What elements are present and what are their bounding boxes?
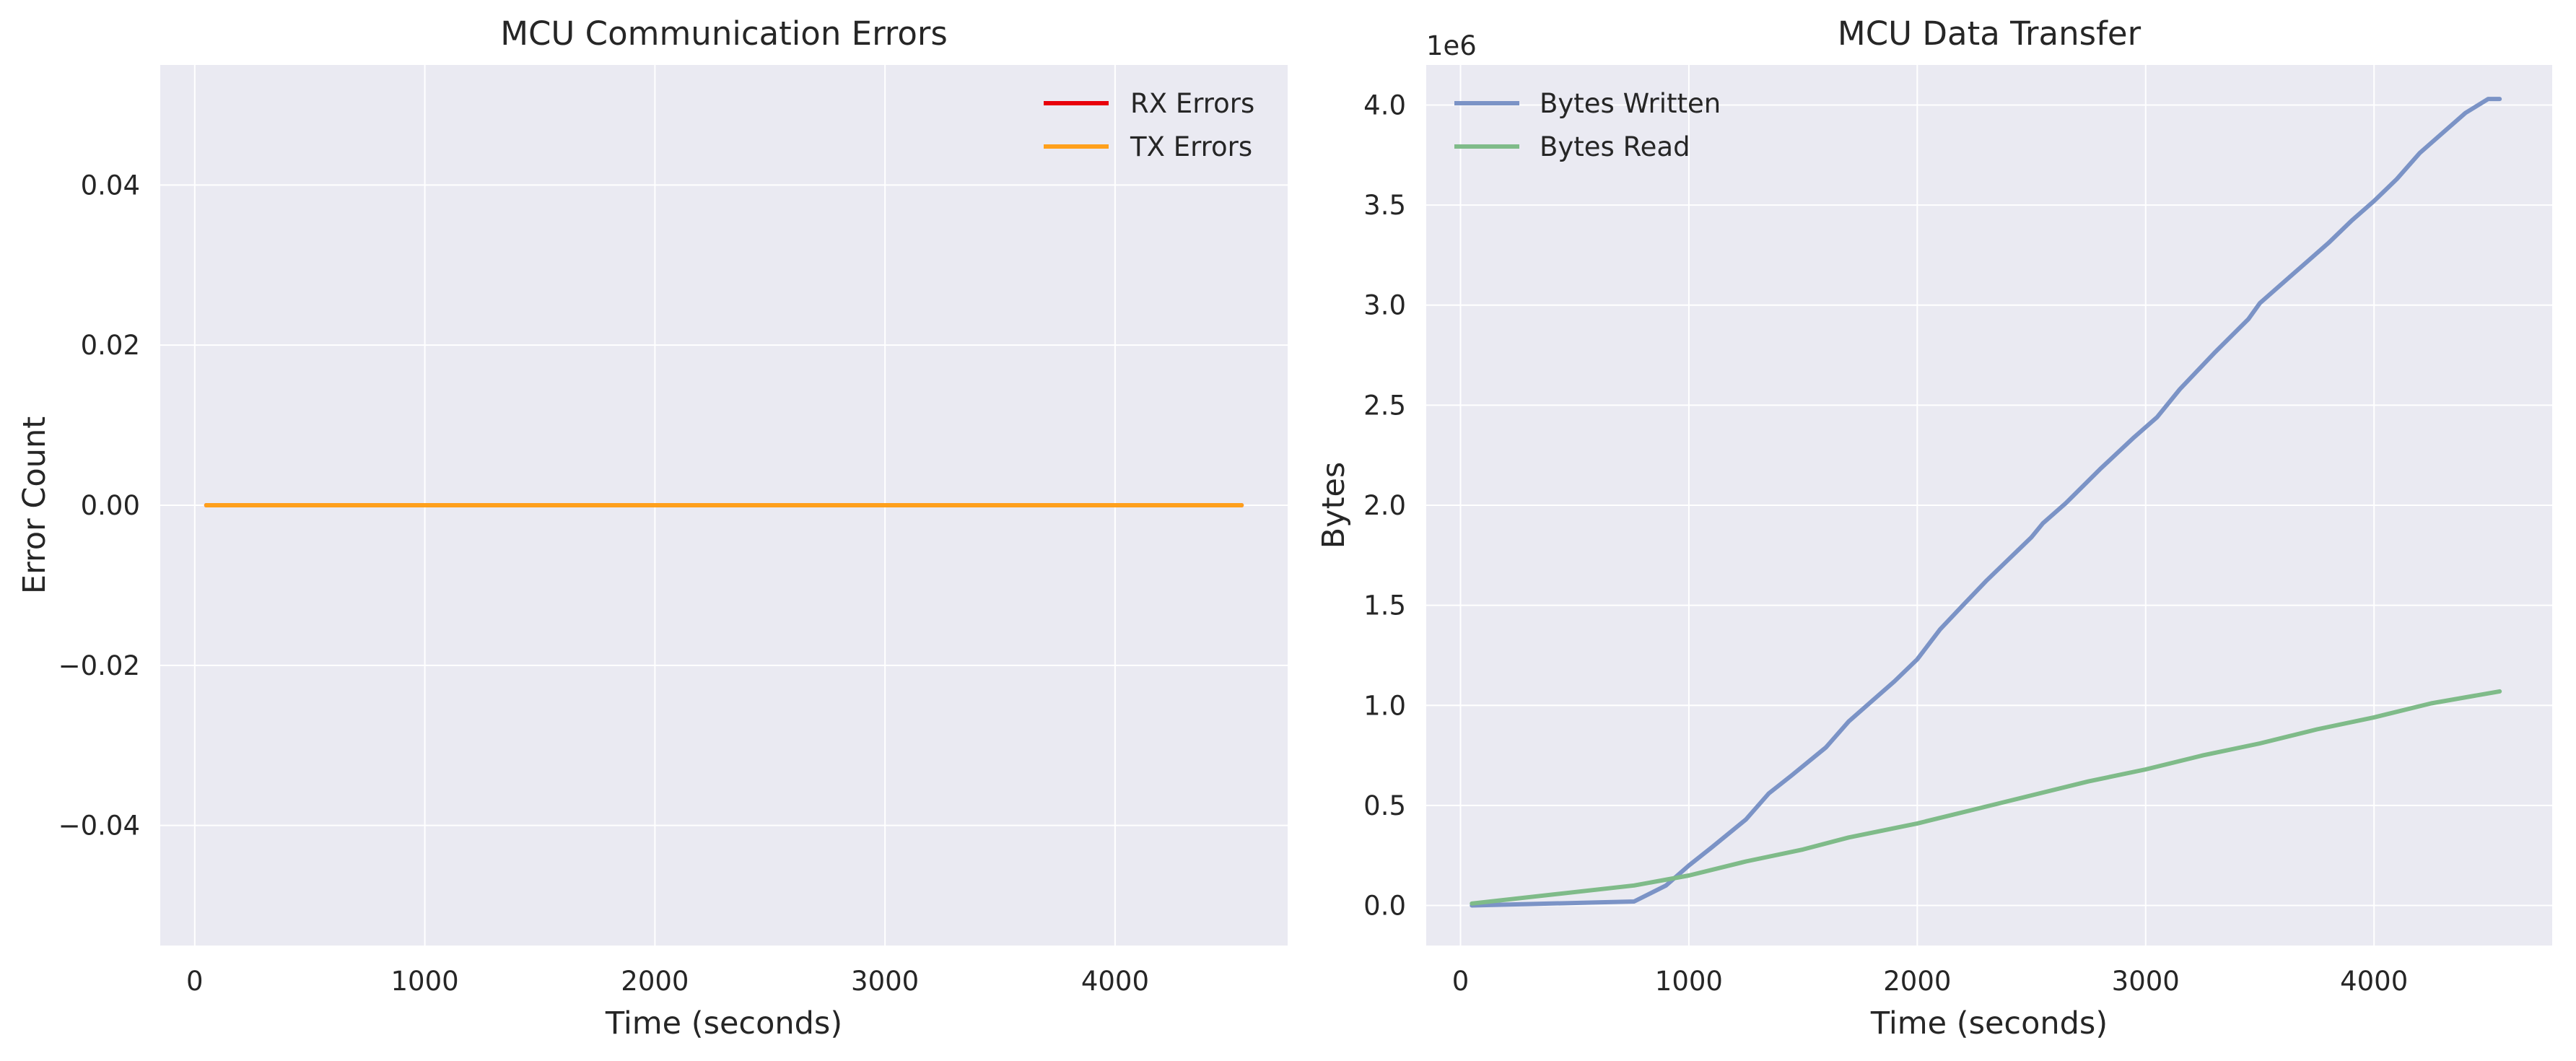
data-transfer-chart-y-tick-label: 3.0 bbox=[1363, 290, 1406, 321]
series-line-bytes-read bbox=[1470, 689, 2502, 906]
series-line-bytes-written bbox=[1470, 97, 2502, 908]
error-chart-y-tick-label: 0.02 bbox=[81, 330, 140, 361]
data-transfer-chart-y-tick-label: 1.0 bbox=[1363, 690, 1406, 721]
error-chart-x-axis-label: Time (seconds) bbox=[605, 1005, 842, 1042]
error-chart-x-tick-label: 1000 bbox=[391, 966, 459, 997]
data-transfer-chart-offset-text: 1e6 bbox=[1426, 30, 1477, 61]
error-chart-x-tick-label: 2000 bbox=[621, 966, 689, 997]
data-transfer-chart-series bbox=[1470, 97, 2502, 908]
data-transfer-chart-y-tick-label: 2.0 bbox=[1363, 490, 1406, 521]
data-transfer-chart-y-tick-label: 2.5 bbox=[1363, 390, 1406, 421]
data-transfer-chart-x-tick-label: 2000 bbox=[1883, 966, 1951, 997]
legend-label-bytes-written: Bytes Written bbox=[1540, 88, 1721, 119]
data-transfer-chart-y-axis-label: Bytes bbox=[1316, 462, 1352, 549]
data-transfer-chart-title: MCU Data Transfer bbox=[1838, 14, 2141, 53]
data-transfer-chart: 0 1000 2000 3000 4000 0.0 0.5 1.0 1.5 2.0 2.5 3.0 3.… bbox=[1316, 14, 2552, 1042]
error-chart-y-axis-label: Error Count bbox=[17, 416, 53, 594]
legend-label-bytes-read: Bytes Read bbox=[1540, 131, 1690, 162]
data-transfer-chart-x-tick-label: 4000 bbox=[2340, 966, 2408, 997]
data-transfer-chart-y-tick-label: 1.5 bbox=[1363, 590, 1406, 621]
data-transfer-chart-x-axis-label: Time (seconds) bbox=[1870, 1005, 2108, 1042]
error-chart-y-tick-label: −0.02 bbox=[58, 650, 140, 681]
error-chart-y-tick-label: −0.04 bbox=[58, 811, 140, 842]
data-transfer-chart-y-tick-label: 4.0 bbox=[1363, 89, 1406, 121]
error-chart-x-tick-label: 0 bbox=[186, 966, 204, 997]
error-chart-legend: RX Errors TX Errors bbox=[1044, 88, 1254, 162]
data-transfer-chart-ticks: 0 1000 2000 3000 4000 0.0 0.5 1.0 1.5 2.0 2.5 3.0 3.… bbox=[1363, 89, 2408, 997]
data-transfer-chart-y-tick-label: 0.0 bbox=[1363, 891, 1406, 922]
error-chart-x-tick-label: 3000 bbox=[851, 966, 919, 997]
error-chart-y-tick-label: 0.04 bbox=[81, 170, 140, 201]
data-transfer-chart-y-tick-label: 3.5 bbox=[1363, 190, 1406, 221]
data-transfer-chart-x-tick-label: 0 bbox=[1452, 966, 1470, 997]
data-transfer-chart-x-tick-label: 1000 bbox=[1655, 966, 1723, 997]
legend-label-rx-errors: RX Errors bbox=[1130, 88, 1254, 119]
data-transfer-chart-legend: Bytes Written Bytes Read bbox=[1454, 88, 1721, 162]
data-transfer-chart-y-tick-label: 0.5 bbox=[1363, 790, 1406, 821]
data-transfer-chart-x-tick-label: 3000 bbox=[2112, 966, 2180, 997]
error-chart-x-tick-label: 4000 bbox=[1081, 966, 1149, 997]
legend-label-tx-errors: TX Errors bbox=[1130, 131, 1252, 162]
error-chart-ticks: 0 1000 2000 3000 4000 0.04 0.02 0.00 −0.02 −0.04 bbox=[58, 170, 1149, 997]
error-chart: 0 1000 2000 3000 40000.040.020.00−0.02−0.04 … bbox=[17, 14, 1288, 1042]
error-chart-title: MCU Communication Errors bbox=[500, 14, 948, 53]
error-chart-y-tick-label: 0.00 bbox=[81, 490, 140, 521]
